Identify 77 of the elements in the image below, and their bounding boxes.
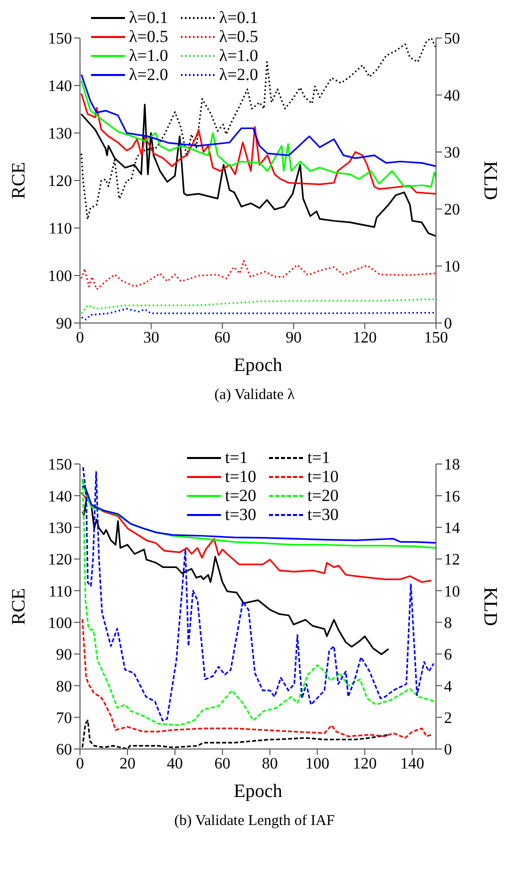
legend-label: λ=1.0	[129, 46, 168, 65]
y-tick-label: 70	[56, 710, 72, 728]
line-series	[80, 308, 436, 320]
legend-label: t=20	[225, 486, 256, 505]
y2-tick-label: 18	[444, 456, 460, 474]
x-tick-label: 60	[214, 329, 230, 346]
line-series	[80, 260, 436, 290]
legend-label: t=30	[307, 505, 339, 524]
y2-tick-label: 6	[444, 646, 452, 664]
legend-label: t=30	[225, 505, 256, 524]
x-axis-title: Epoch	[234, 781, 283, 802]
legend-label: t=20	[307, 486, 339, 505]
y2-axis-title: KLD	[479, 160, 500, 200]
y-axis-title: RCE	[8, 162, 30, 199]
y-tick-label: 150	[48, 30, 72, 48]
y2-tick-label: 10	[444, 583, 460, 600]
y-tick-label: 90	[56, 316, 72, 333]
x-tick-label: 90	[286, 329, 302, 346]
x-tick-label: 40	[166, 755, 183, 772]
x-tick-label: 120	[352, 755, 377, 772]
legend-label: λ=2.0	[129, 65, 168, 84]
legend-label: t=10	[225, 467, 256, 486]
x-axis-title: Epoch	[234, 355, 283, 376]
text: (a) Validate λ	[213, 387, 296, 404]
line-series	[80, 298, 436, 314]
y-tick-label: 110	[48, 220, 72, 238]
y2-tick-label: 12	[444, 552, 460, 569]
x-tick-label: 60	[214, 755, 230, 772]
y-axis-title: RCE	[8, 588, 30, 625]
y2-tick-label: 4	[444, 678, 452, 696]
y-tick-label: 140	[48, 78, 72, 96]
legend-label: λ=1.0	[219, 46, 258, 65]
y-tick-label: 80	[56, 678, 72, 696]
line-series	[82, 720, 390, 749]
y2-tick-label: 2	[444, 710, 452, 728]
y2-tick-label: 0	[444, 742, 452, 759]
y-tick-label: 90	[56, 646, 72, 664]
x-tick-label: 80	[262, 755, 278, 772]
x-tick-label: 0	[76, 329, 84, 346]
legend-label: t=1	[225, 448, 248, 467]
legend-label: λ=2.0	[219, 65, 258, 84]
x-tick-label: 120	[352, 329, 377, 346]
y-tick-label: 120	[48, 173, 72, 190]
y2-tick-label: 8	[444, 615, 452, 632]
y-tick-label: 130	[48, 520, 72, 538]
y2-tick-label: 50	[444, 30, 460, 48]
y-tick-label: 150	[48, 456, 72, 474]
line-series	[80, 92, 436, 195]
y2-tick-label: 10	[444, 258, 460, 276]
x-tick-label: 20	[119, 755, 136, 772]
y-tick-label: 110	[48, 583, 72, 600]
y2-axis-title: KLD	[479, 586, 500, 626]
legend-label: λ=0.1	[129, 8, 168, 27]
y2-tick-label: 30	[444, 144, 460, 162]
y2-tick-label: 40	[444, 88, 460, 105]
x-tick-label: 0	[76, 755, 84, 772]
y2-tick-label: 14	[444, 520, 460, 538]
y2-tick-label: 20	[444, 202, 460, 219]
y-tick-label: 60	[56, 742, 72, 759]
legend-label: λ=0.1	[219, 8, 258, 27]
y2-tick-label: 16	[444, 488, 460, 506]
line-series	[82, 618, 432, 739]
legend-label: λ=0.5	[129, 27, 168, 46]
y-tick-label: 140	[48, 488, 72, 506]
y-tick-label: 130	[48, 126, 72, 143]
x-tick-label: 140	[400, 755, 424, 772]
legend-label: t=10	[307, 467, 339, 486]
legend-label: λ=0.5	[219, 27, 258, 46]
line-series	[80, 492, 432, 583]
line-series	[80, 80, 436, 188]
x-tick-label: 30	[143, 329, 160, 346]
x-tick-label: 100	[305, 755, 330, 772]
text: (b) Validate Length of IAF	[173, 813, 336, 830]
y-tick-label: 100	[48, 615, 72, 632]
legend-label: t=1	[307, 448, 330, 467]
y-tick-label: 120	[48, 552, 72, 569]
y-tick-label: 100	[48, 268, 72, 286]
